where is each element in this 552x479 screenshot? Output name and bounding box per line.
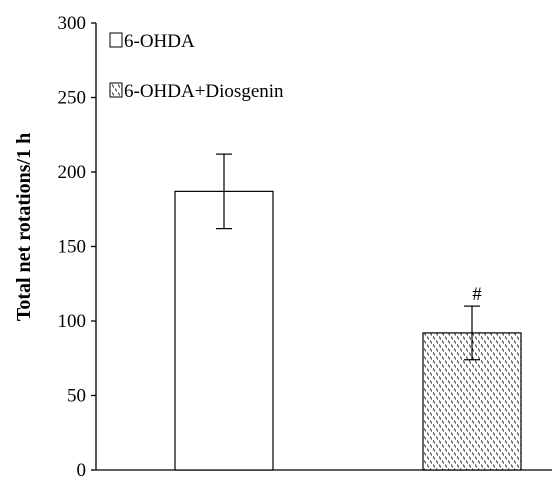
y-axis: 0 50 100 150 200 250 300 bbox=[58, 13, 97, 479]
y-tick-label: 50 bbox=[67, 386, 86, 407]
y-tick-label: 150 bbox=[58, 237, 87, 258]
legend-swatch bbox=[109, 32, 123, 48]
legend-label: 6-OHDA bbox=[124, 31, 195, 52]
legend-label: 6-OHDA+Diosgenin bbox=[124, 81, 284, 102]
bar bbox=[174, 190, 274, 471]
y-tick-label: 0 bbox=[77, 460, 87, 479]
legend: 6-OHDA 6-OHDA+Diosgenin bbox=[109, 31, 284, 102]
legend-swatch bbox=[109, 82, 123, 98]
y-axis-title: Total net rotations/1 h bbox=[13, 133, 35, 321]
y-tick-label: 300 bbox=[58, 13, 87, 34]
y-tick-label: 100 bbox=[58, 311, 87, 332]
y-tick-label: 200 bbox=[58, 162, 87, 183]
bars: # bbox=[174, 153, 522, 471]
significance-marker: # bbox=[472, 284, 482, 305]
y-tick-label: 250 bbox=[58, 88, 87, 109]
